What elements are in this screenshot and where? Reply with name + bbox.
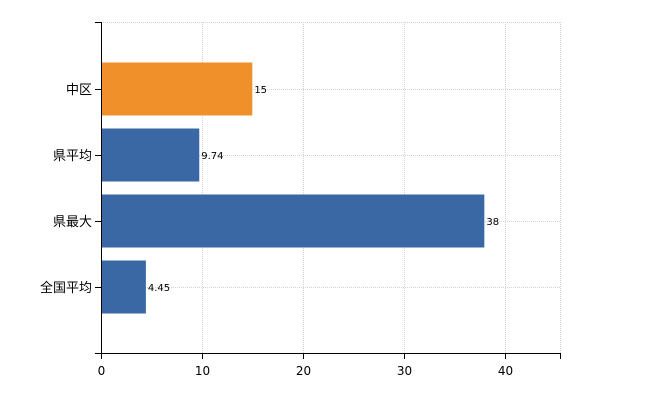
- data-label: 4.45: [148, 283, 170, 294]
- category-label: 全国平均: [40, 280, 92, 296]
- x-tick-label: 20: [296, 364, 311, 378]
- data-label: 15: [254, 85, 267, 96]
- bar: [102, 260, 146, 314]
- category-label: 県平均: [53, 149, 92, 164]
- bars-layer: [102, 62, 485, 314]
- x-tick-label: 0: [98, 364, 106, 378]
- axes-layer: [95, 22, 561, 359]
- x-tick-label: 40: [498, 364, 513, 378]
- x-tick-label: 10: [195, 364, 210, 378]
- bar: [102, 194, 485, 248]
- data-label: 38: [486, 217, 499, 228]
- category-label: 県最大: [53, 215, 92, 230]
- category-label: 中区: [66, 83, 92, 98]
- x-tick-label: 30: [397, 364, 412, 378]
- bar: [102, 62, 253, 116]
- bar: [102, 128, 200, 182]
- labels-layer: 15 中区 9.74 県平均 38 県最大 4.45 全国平均 0 10 20 30 40: [40, 83, 513, 378]
- data-label: 9.74: [201, 151, 223, 162]
